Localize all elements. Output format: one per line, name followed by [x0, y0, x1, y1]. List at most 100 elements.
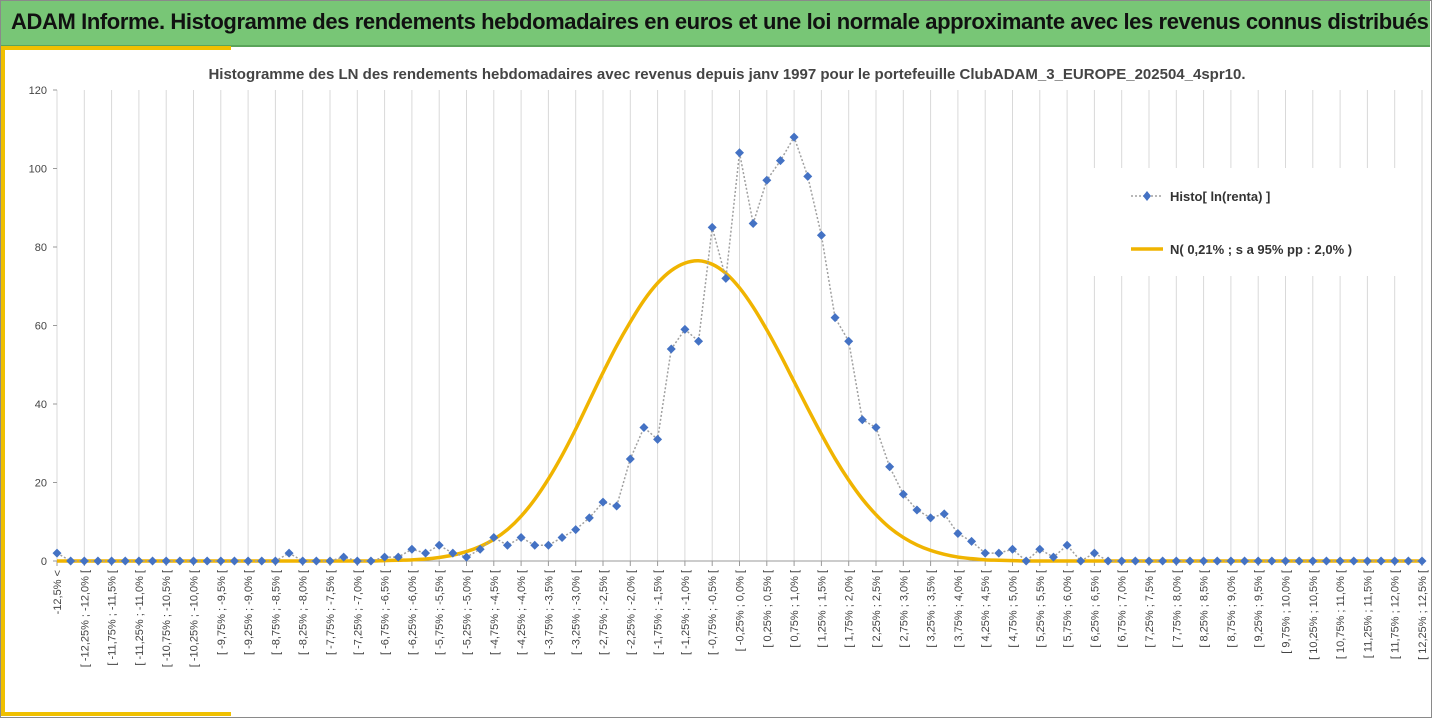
- histogram-point: [66, 556, 76, 566]
- histogram-point: [393, 552, 403, 562]
- histogram-point: [407, 544, 417, 554]
- x-tick-label: [ -11,25% ; -11,0% [: [134, 570, 146, 666]
- legend-background: [1082, 168, 1412, 276]
- histogram-point: [994, 548, 1004, 558]
- x-tick-label: [ -3,75% ; -3,5% [: [543, 570, 555, 655]
- histogram-point: [1308, 556, 1318, 566]
- x-tick-label: [ -11,75% ; -11,5% [: [107, 570, 119, 666]
- histogram-point: [967, 536, 977, 546]
- histogram-point: [789, 132, 799, 142]
- histogram-point: [1226, 556, 1236, 566]
- x-tick-label: [ 8,25% ; 8,5% [: [1199, 570, 1211, 648]
- histogram-point: [1130, 556, 1140, 566]
- x-tick-label: [ 3,75% ; 4,0% [: [953, 570, 965, 648]
- histogram-point: [625, 454, 635, 464]
- histogram-point: [120, 556, 130, 566]
- histogram-point: [666, 344, 676, 354]
- x-tick-label: [ 6,75% ; 7,0% [: [1117, 570, 1129, 648]
- histogram-point: [189, 556, 198, 566]
- histogram-point: [721, 273, 731, 283]
- y-tick-label: 120: [29, 85, 47, 97]
- grid-layer: [56, 90, 1423, 561]
- histogram-point: [1185, 556, 1195, 566]
- x-tick-label: [ 11,25% ; 11,5% [: [1362, 570, 1374, 658]
- x-tick-label: [ -10,25% ; -10,0% [: [189, 570, 201, 667]
- histogram-point: [1376, 556, 1386, 566]
- histogram-point: [1158, 556, 1168, 566]
- histogram-point: [1212, 556, 1222, 566]
- histogram-point: [748, 218, 758, 228]
- x-tick-label: [ -12,25% ; -12,0% [: [79, 570, 91, 667]
- histogram-point: [980, 548, 990, 558]
- histogram-point: [243, 556, 253, 566]
- histogram-point: [612, 501, 622, 511]
- x-tick-label: [ 9,25% ; 9,5% [: [1253, 570, 1265, 648]
- histogram-point: [93, 556, 103, 566]
- histogram-point: [148, 556, 158, 566]
- histogram-point: [707, 222, 717, 232]
- histogram-point: [735, 148, 744, 158]
- legend-histo-marker: [1143, 191, 1151, 201]
- histogram-point: [380, 552, 390, 562]
- x-tick-label: [ 8,75% ; 9,0% [: [1226, 570, 1238, 648]
- report-title: ADAM Informe. Histogramme des rendements…: [11, 9, 1429, 34]
- histogram-point: [885, 462, 895, 472]
- x-tick-label: [ 2,25% ; 2,5% [: [871, 570, 883, 648]
- histogram-point: [1171, 556, 1181, 566]
- x-tick-label: [ 6,25% ; 6,5% [: [1089, 570, 1101, 648]
- histogram-point: [1281, 556, 1290, 566]
- histogram-point: [775, 156, 785, 166]
- histogram-point: [1417, 556, 1427, 566]
- histogram-point: [421, 548, 431, 558]
- histogram-point: [107, 556, 117, 566]
- x-tick-label: [ 2,75% ; 3,0% [: [898, 570, 910, 648]
- histogram-point: [1103, 556, 1113, 566]
- histogram-point: [1089, 548, 1099, 558]
- x-tick-label: [ 1,75% ; 2,0% [: [844, 570, 856, 648]
- x-tick-label: [ -2,25% ; -2,0% [: [625, 570, 637, 655]
- histogram-point: [339, 552, 349, 562]
- histogram-point: [1335, 556, 1345, 566]
- histogram-point: [284, 548, 294, 558]
- histogram-point: [270, 556, 280, 566]
- histogram-point: [571, 525, 581, 535]
- histogram-point: [1253, 556, 1263, 566]
- histogram-point: [1117, 556, 1127, 566]
- histogram-point: [598, 497, 608, 507]
- histogram-point: [1349, 556, 1359, 566]
- histogram-point: [352, 556, 362, 566]
- histogram-point: [1062, 540, 1072, 550]
- histogram-point: [543, 540, 553, 550]
- histogram-point: [202, 556, 212, 566]
- y-tick-label: 0: [41, 556, 47, 568]
- x-tick-label: [ 4,25% ; 4,5% [: [980, 570, 992, 648]
- histogram-point: [448, 548, 458, 558]
- histogram-point: [1008, 544, 1017, 554]
- histogram-point: [557, 532, 567, 542]
- histogram-point: [52, 548, 62, 558]
- x-tick-label: [ 11,75% ; 12,0% [: [1390, 570, 1402, 659]
- x-tick-label: [ 9,75% ; 10,0% [: [1281, 570, 1293, 654]
- histogram-point: [926, 513, 936, 523]
- x-tick-label: [ 10,75% ; 11,0% [: [1335, 570, 1347, 659]
- histogram-point: [79, 556, 89, 566]
- histogram-point: [502, 540, 512, 550]
- histogram-point: [871, 423, 881, 433]
- histogram-point: [1294, 556, 1304, 566]
- chart-title: Histogramme des LN des rendements hebdom…: [208, 66, 1245, 83]
- x-tick-label: [ -9,75% ; -9,5% [: [216, 570, 228, 655]
- histogram-point: [1035, 544, 1045, 554]
- histogram-point: [1240, 556, 1250, 566]
- x-tick-label: [ 4,75% ; 5,0% [: [1008, 570, 1020, 648]
- histogram-point: [311, 556, 321, 566]
- x-tick-label: [ -3,25% ; -3,0% [: [571, 570, 583, 655]
- histogram-point: [844, 336, 854, 346]
- axis-layer: 0 20 40 60 80 100 120 -12,5% < [ -12,25% ; -12,0…: [29, 85, 1429, 667]
- x-tick-label: [ -5,75% ; -5,5% [: [434, 570, 446, 655]
- x-tick-label: [ -9,25% ; -9,0% [: [243, 570, 255, 655]
- histogram-point: [229, 556, 239, 566]
- legend-normal-label: N( 0,21% ; s a 95% pp : 2,0% ): [1170, 242, 1352, 257]
- x-tick-label: [ -10,75% ; -10,5% [: [161, 570, 173, 667]
- x-tick-label: -12,5% <: [52, 570, 64, 614]
